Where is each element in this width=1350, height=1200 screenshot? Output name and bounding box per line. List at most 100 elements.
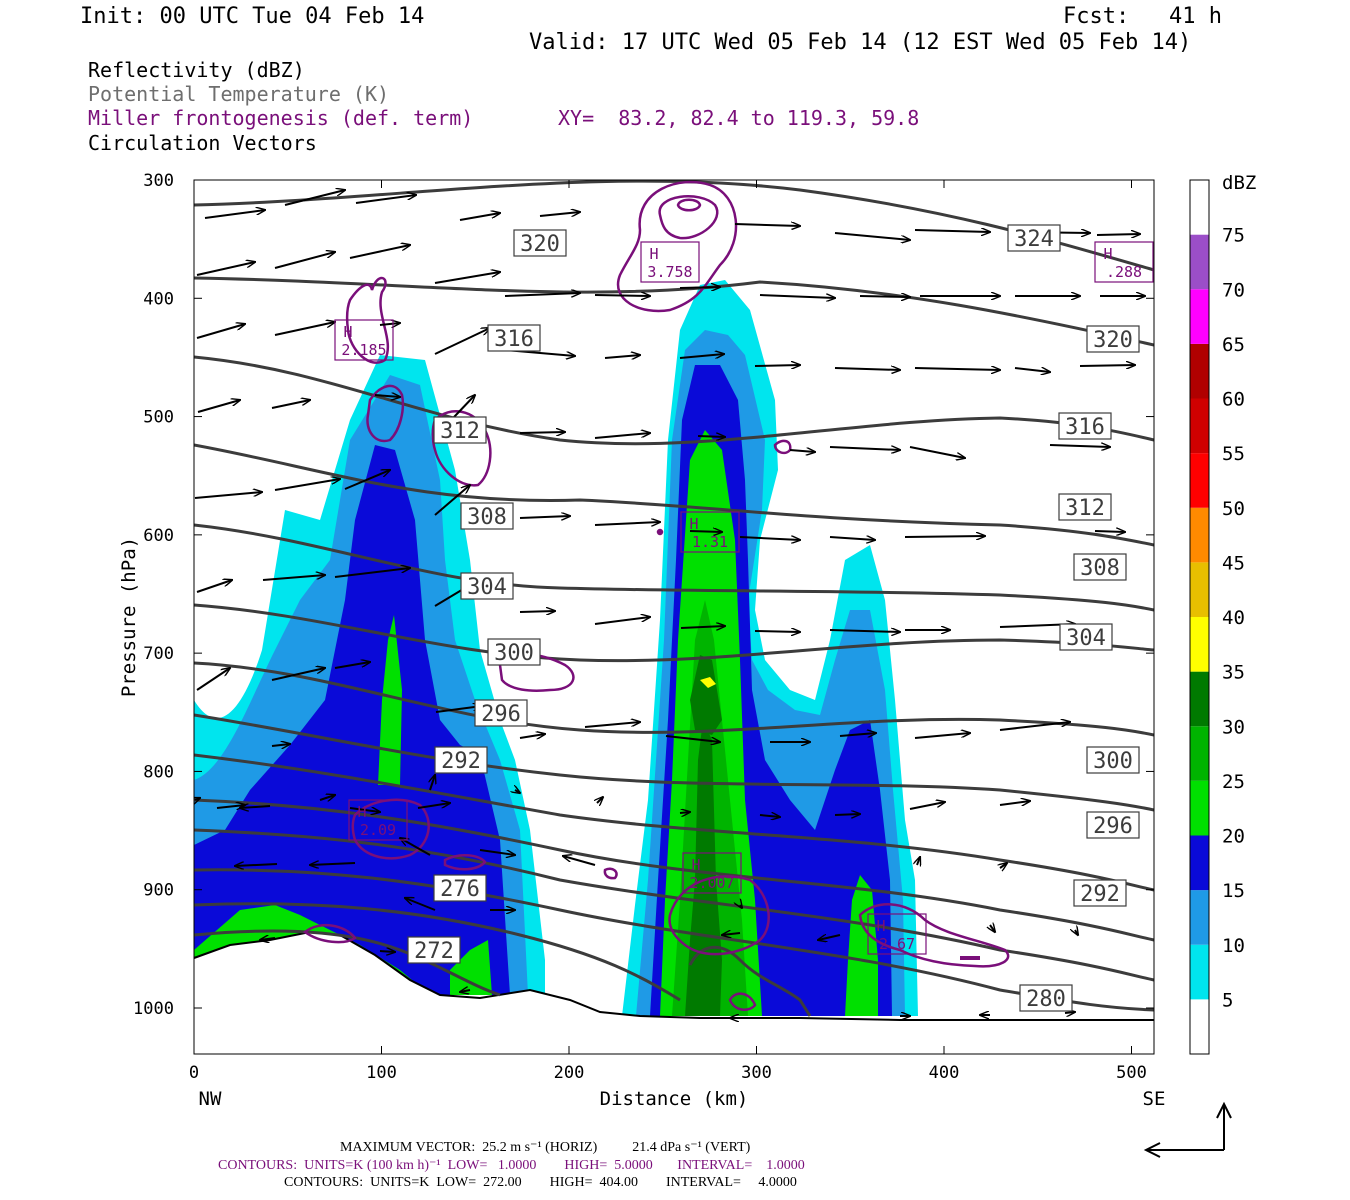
frontogenesis-max-value: .288 bbox=[1106, 263, 1142, 281]
circulation-vector bbox=[196, 324, 245, 339]
isentrope-label-box bbox=[460, 572, 514, 600]
circulation-vector bbox=[435, 706, 482, 713]
isentrope-label-box bbox=[487, 324, 541, 352]
frontogenesis-max-marker: H bbox=[357, 803, 366, 821]
frontogenesis-contour bbox=[668, 875, 770, 956]
circulation-vector bbox=[904, 536, 985, 537]
isentrope-label: 292 bbox=[1080, 882, 1120, 907]
refl-left-20c bbox=[450, 940, 492, 995]
init-time: Init: 00 UTC Tue 04 Feb 14 bbox=[80, 4, 425, 29]
frontogenesis-max-marker: H bbox=[343, 323, 352, 341]
circulation-vector bbox=[665, 735, 720, 742]
circulation-vector bbox=[379, 951, 395, 952]
frontogenesis-max-box bbox=[867, 913, 927, 955]
x-tick-label: 0 bbox=[189, 1063, 199, 1083]
circulation-vector bbox=[479, 849, 515, 855]
colorbar-unit: dBZ bbox=[1222, 172, 1256, 194]
frontogenesis-max-value: 3.758 bbox=[647, 263, 692, 281]
circulation-vector bbox=[679, 354, 724, 359]
isentrope-label-box bbox=[433, 416, 487, 444]
colorbar-bin bbox=[1190, 617, 1209, 672]
theta-contour-note: CONTOURS: UNITS=K LOW= 272.00 HIGH= 404.… bbox=[284, 1175, 797, 1190]
circulation-vector bbox=[197, 400, 240, 413]
frontogenesis-contour bbox=[302, 923, 357, 944]
circulation-vector bbox=[519, 734, 545, 738]
colorbar-label: 30 bbox=[1222, 716, 1245, 738]
circulation-vector bbox=[310, 863, 356, 865]
circulation-vector bbox=[1014, 368, 1050, 372]
isentrope-312 bbox=[194, 443, 1154, 547]
x-axis-end-left: NW bbox=[199, 1088, 222, 1110]
colorbar-bin bbox=[1190, 507, 1209, 563]
colorbar-label: 45 bbox=[1222, 552, 1245, 574]
frontogenesis-max-box bbox=[334, 319, 394, 361]
circulation-vector bbox=[859, 296, 910, 297]
colorbar-bin bbox=[1190, 671, 1209, 727]
colorbar-label: 25 bbox=[1222, 771, 1245, 793]
circulation-vector bbox=[909, 446, 965, 458]
y-tick-label: 1000 bbox=[133, 999, 174, 1019]
frontogenesis-max-value: 2.185 bbox=[341, 341, 386, 359]
circulation-vector bbox=[434, 485, 470, 516]
frontogenesis-contour bbox=[656, 528, 664, 536]
circulation-vector bbox=[196, 668, 230, 691]
legend-reflectivity: Reflectivity (dBZ) bbox=[88, 58, 305, 82]
isentrope-label-box bbox=[1086, 746, 1140, 774]
colorbar-label: 60 bbox=[1222, 389, 1245, 411]
y-tick-label: 500 bbox=[143, 408, 174, 428]
circulation-vector bbox=[990, 925, 995, 932]
isentrope-308 bbox=[194, 523, 1154, 612]
circulation-vector bbox=[759, 295, 835, 298]
colorbar-bin bbox=[1190, 944, 1209, 1000]
isentrope-label-box bbox=[513, 229, 567, 257]
isentrope-label-box bbox=[474, 699, 528, 727]
frontogenesis-max-box bbox=[640, 241, 700, 283]
circulation-vector bbox=[430, 775, 435, 791]
frontogenesis-contour bbox=[616, 180, 738, 313]
isentrope-320 bbox=[194, 276, 1154, 347]
max-vector-note: MAXIMUM VECTOR: 25.2 m s⁻¹ (HORIZ) 21.4 … bbox=[340, 1140, 751, 1155]
isentrope-label: 276 bbox=[440, 877, 480, 902]
circulation-vector bbox=[734, 224, 800, 226]
circulation-vector bbox=[594, 617, 650, 625]
frontogenesis-contour-note: CONTOURS: UNITS=K (100 km h)⁻¹ LOW= 1.00… bbox=[218, 1158, 805, 1173]
isentrope-label-box bbox=[1073, 553, 1127, 581]
y-tick-label: 900 bbox=[143, 881, 174, 901]
valid-time: Valid: 17 UTC Wed 05 Feb 14 (12 EST Wed … bbox=[529, 30, 1192, 55]
legend-xy: XY= 83.2, 82.4 to 119.3, 59.8 bbox=[558, 106, 920, 130]
colorbar-bin bbox=[1190, 562, 1209, 617]
circulation-vector bbox=[754, 365, 800, 366]
circulation-vector bbox=[417, 803, 450, 809]
isentrope-label: 312 bbox=[1065, 496, 1105, 521]
colorbar-label: 15 bbox=[1222, 880, 1245, 902]
circulation-vector bbox=[271, 744, 290, 746]
frontogenesis-contour bbox=[431, 410, 492, 487]
frontogenesis-max-box bbox=[680, 511, 740, 553]
isentrope-label: 304 bbox=[1066, 626, 1106, 651]
circulation-vector bbox=[539, 212, 580, 217]
circulation-vector bbox=[829, 447, 900, 450]
x-tick-label: 100 bbox=[366, 1063, 397, 1083]
circulation-vector bbox=[405, 898, 436, 911]
circulation-vector bbox=[334, 568, 410, 578]
circulation-vector bbox=[563, 856, 596, 866]
refl-center-30 bbox=[685, 720, 722, 1016]
frontogenesis-max-marker: H bbox=[876, 917, 885, 935]
frontogenesis-max-box bbox=[1094, 241, 1154, 283]
isentrope-276 bbox=[194, 902, 681, 1002]
legend-miller: Miller frontogenesis (def. term) bbox=[88, 106, 474, 130]
x-tick-label: 400 bbox=[929, 1063, 960, 1083]
frontogenesis-contour bbox=[603, 867, 618, 880]
isentrope-label-box bbox=[407, 936, 461, 964]
circulation-vector bbox=[594, 295, 650, 296]
circulation-vector bbox=[260, 938, 276, 940]
isentrope-300 bbox=[194, 661, 1154, 737]
isentrope-label-box bbox=[434, 746, 488, 774]
circulation-vector bbox=[344, 470, 390, 490]
isentrope-bump bbox=[688, 945, 812, 1017]
colorbar-bin bbox=[1190, 453, 1209, 508]
frontogenesis-max-value: 2.007 bbox=[689, 874, 734, 892]
refl-left-15 bbox=[194, 445, 510, 995]
frontogenesis-max-box bbox=[682, 852, 742, 894]
